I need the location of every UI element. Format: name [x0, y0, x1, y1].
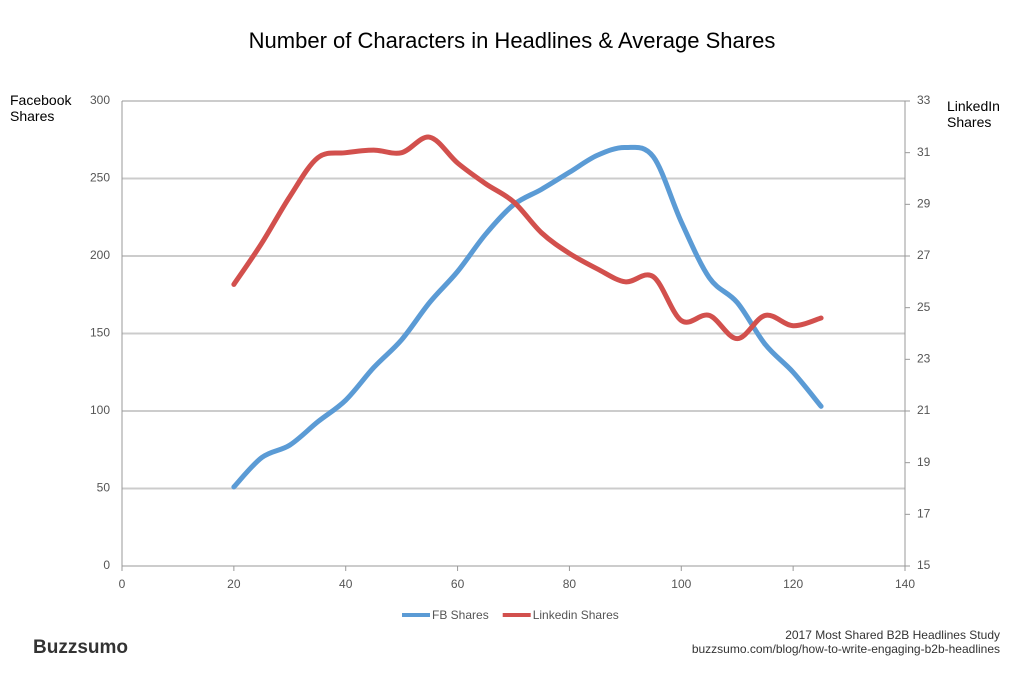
x-tick-label: 0	[119, 577, 126, 591]
x-tick-label: 40	[339, 577, 353, 591]
y2-tick-label: 31	[917, 145, 931, 159]
y2-tick-label: 25	[917, 300, 931, 314]
y2-tick-label: 19	[917, 455, 931, 469]
legend-label: Linkedin Shares	[533, 608, 619, 622]
y2-tick-label: 15	[917, 558, 931, 572]
y2-tick-label: 27	[917, 248, 931, 262]
x-tick-label: 20	[227, 577, 241, 591]
y-tick-label: 50	[97, 481, 111, 495]
series-line	[231, 144, 824, 490]
y2-axis-label: LinkedIn Shares	[947, 98, 1000, 130]
x-tick-label: 140	[895, 577, 915, 591]
y-tick-label: 250	[90, 171, 110, 185]
brand: Buzzsumo	[33, 637, 128, 658]
x-tick-label: 60	[451, 577, 465, 591]
y2-tick-label: 21	[917, 403, 931, 417]
y-tick-label: 100	[90, 403, 110, 417]
y-tick-label: 200	[90, 248, 110, 262]
x-tick-label: 120	[783, 577, 803, 591]
y-tick-label: 150	[90, 326, 110, 340]
source-url: buzzsumo.com/blog/how-to-write-engaging-…	[692, 642, 1000, 656]
y-tick-label: 300	[90, 93, 110, 107]
y2-tick-label: 23	[917, 352, 931, 366]
chart-title: Number of Characters in Headlines & Aver…	[249, 28, 776, 53]
y2-tick-label: 29	[917, 197, 931, 211]
source-title: 2017 Most Shared B2B Headlines Study	[785, 628, 1000, 642]
y-tick-label: 0	[103, 558, 110, 572]
legend-label: FB Shares	[432, 608, 489, 622]
y-axis-label: Facebook Shares	[10, 92, 72, 124]
x-tick-label: 80	[563, 577, 577, 591]
y2-tick-label: 17	[917, 507, 931, 521]
x-tick-label: 100	[671, 577, 691, 591]
series-line	[231, 134, 824, 342]
y2-tick-label: 33	[917, 93, 931, 107]
